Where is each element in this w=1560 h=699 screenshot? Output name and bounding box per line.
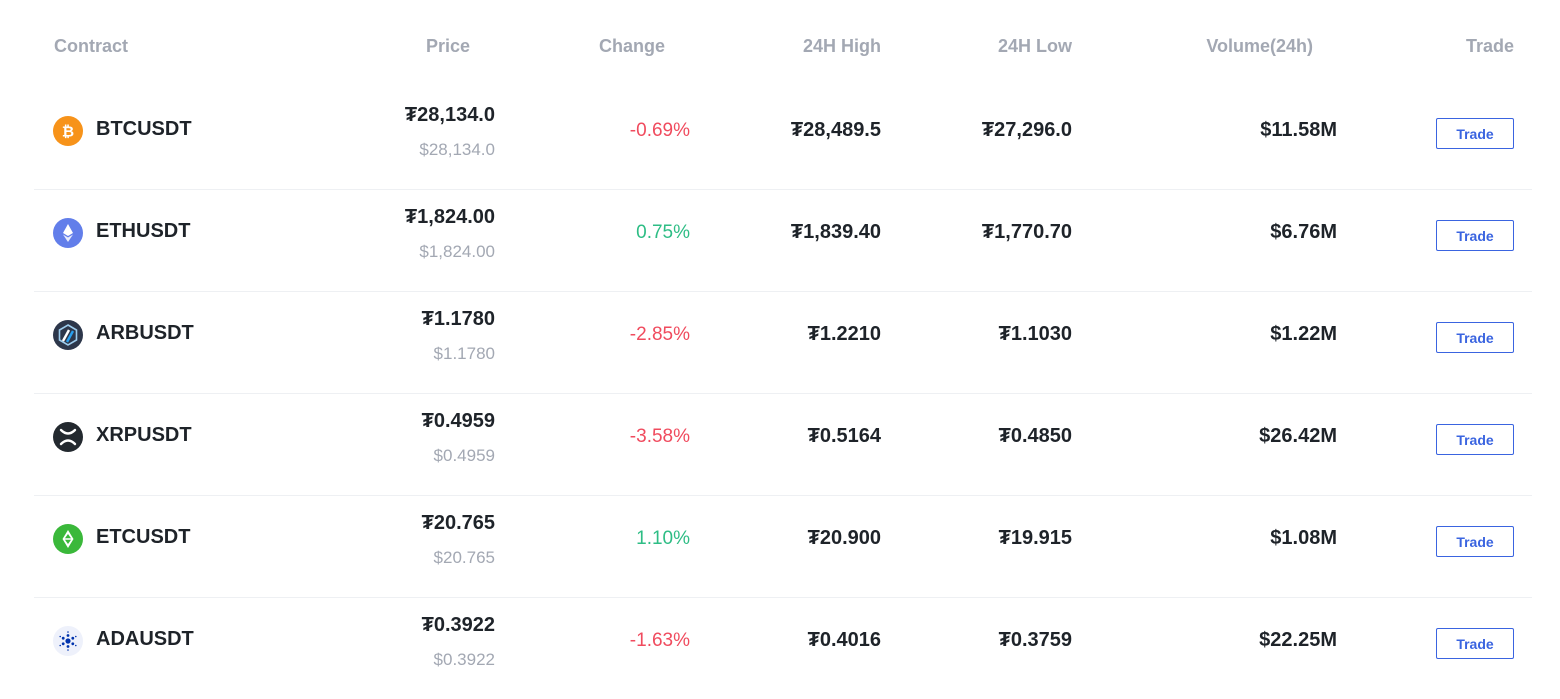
table-row[interactable]: XRPUSDT ₮0.4959 $0.4959 -3.58% ₮0.5164 ₮…	[34, 394, 1532, 496]
header-change: Change	[598, 36, 665, 56]
low-value: ₮1.1030	[998, 323, 1072, 345]
table-row[interactable]: ETCUSDT ₮20.765 $20.765 1.10% ₮20.900 ₮1…	[34, 496, 1532, 598]
change-value: 0.75%	[636, 222, 690, 243]
price-value: ₮28,134.0	[404, 104, 495, 126]
trade-button[interactable]: Trade	[1436, 118, 1514, 149]
high-value: ₮0.5164	[807, 425, 881, 447]
cardano-icon	[53, 626, 83, 656]
table-row[interactable]: ADAUSDT ₮0.3922 $0.3922 -1.63% ₮0.4016 ₮…	[34, 598, 1532, 699]
price-value: ₮1.1780	[421, 308, 495, 330]
trade-button[interactable]: Trade	[1436, 424, 1514, 455]
table-header: Contract Price Change 24H High 24H Low V…	[34, 0, 1532, 88]
header-trade: Trade	[1465, 36, 1514, 56]
trade-button[interactable]: Trade	[1436, 526, 1514, 557]
change-value: -0.69%	[629, 120, 690, 141]
ethereum-icon	[53, 218, 83, 248]
high-value: ₮20.900	[807, 527, 881, 549]
high-value: ₮1.2210	[807, 323, 881, 345]
market-table: Contract Price Change 24H High 24H Low V…	[34, 0, 1532, 699]
volume-value: $11.58M	[1260, 119, 1337, 141]
header-24h-high: 24H High	[802, 36, 881, 56]
high-value: ₮28,489.5	[790, 119, 881, 141]
volume-value: $22.25M	[1259, 629, 1337, 651]
contract-symbol[interactable]: ETHUSDT	[96, 220, 191, 242]
low-value: ₮0.4850	[998, 425, 1072, 447]
price-usd-value: $20.765	[433, 548, 495, 567]
table-row[interactable]: ₿ BTCUSDT ₮28,134.0 $28,134.0 -0.69% ₮28…	[34, 88, 1532, 190]
volume-value: $1.08M	[1270, 527, 1337, 549]
high-value: ₮1,839.40	[790, 221, 881, 243]
xrp-icon	[53, 422, 83, 452]
table-row[interactable]: ARBUSDT ₮1.1780 $1.1780 -2.85% ₮1.2210 ₮…	[34, 292, 1532, 394]
low-value: ₮1,770.70	[981, 221, 1072, 243]
table-row[interactable]: ETHUSDT ₮1,824.00 $1,824.00 0.75% ₮1,839…	[34, 190, 1532, 292]
contract-symbol[interactable]: XRPUSDT	[96, 424, 192, 446]
price-usd-value: $0.3922	[433, 650, 495, 669]
price-usd-value: $1.1780	[433, 344, 495, 363]
volume-value: $1.22M	[1270, 323, 1337, 345]
header-volume: Volume(24h)	[1206, 36, 1313, 56]
arbitrum-icon	[53, 320, 83, 350]
ethereum-classic-icon	[53, 524, 83, 554]
trade-button[interactable]: Trade	[1436, 220, 1514, 251]
price-usd-value: $28,134.0	[419, 140, 495, 159]
bitcoin-icon: ₿	[53, 116, 83, 146]
change-value: -3.58%	[629, 426, 690, 447]
price-value: ₮0.4959	[421, 410, 495, 432]
change-value: 1.10%	[636, 528, 690, 549]
price-value: ₮0.3922	[421, 614, 495, 636]
change-value: -1.63%	[629, 630, 690, 651]
contract-symbol[interactable]: BTCUSDT	[96, 118, 192, 140]
svg-text:₿: ₿	[62, 123, 74, 141]
price-usd-value: $1,824.00	[419, 242, 495, 261]
volume-value: $26.42M	[1259, 425, 1337, 447]
contract-symbol[interactable]: ADAUSDT	[96, 628, 194, 650]
trade-button[interactable]: Trade	[1436, 628, 1514, 659]
contract-symbol[interactable]: ARBUSDT	[96, 322, 194, 344]
volume-value: $6.76M	[1270, 221, 1337, 243]
price-value: ₮1,824.00	[404, 206, 495, 228]
low-value: ₮19.915	[998, 527, 1072, 549]
header-price: Price	[425, 36, 470, 56]
price-usd-value: $0.4959	[433, 446, 495, 465]
high-value: ₮0.4016	[807, 629, 881, 651]
header-24h-low: 24H Low	[997, 36, 1072, 56]
price-value: ₮20.765	[421, 512, 495, 534]
low-value: ₮27,296.0	[981, 119, 1072, 141]
change-value: -2.85%	[629, 324, 690, 345]
trade-button[interactable]: Trade	[1436, 322, 1514, 353]
contract-symbol[interactable]: ETCUSDT	[96, 526, 191, 548]
header-contract: Contract	[54, 36, 129, 56]
low-value: ₮0.3759	[998, 629, 1072, 651]
